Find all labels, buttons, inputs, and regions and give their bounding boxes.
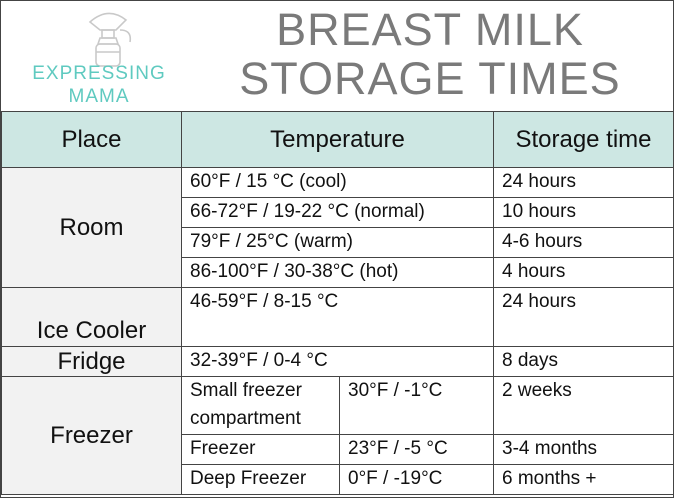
temperature-cell: 66-72°F / 19-22 °C (normal) (181, 197, 494, 228)
storage-time-cell: 4-6 hours (493, 227, 674, 258)
place-freezer: Freezer (1, 376, 182, 495)
freezer-type-cell: Small freezer compartment (181, 376, 340, 435)
table-row: Deep Freezer 0°F / -19°C 6 months + (2, 464, 674, 495)
table-row: 66-72°F / 19-22 °C (normal) 10 hours (2, 197, 674, 228)
header-temperature: Temperature (181, 111, 494, 168)
table-row: Room 60°F / 15 °C (cool) 24 hours (1, 167, 674, 288)
storage-table: Place Temperature Storage time Room 60°F… (1, 111, 674, 495)
storage-time-cell: 10 hours (493, 197, 674, 228)
temperature-cell: 0°F / -19°C (339, 464, 494, 495)
temperature-cell: 79°F / 25°C (warm) (181, 227, 494, 258)
breast-pump-icon (88, 12, 132, 67)
freezer-type-cell: Deep Freezer (181, 464, 340, 495)
place-room: Room (1, 167, 182, 288)
table-row: 79°F / 25°C (warm) 4-6 hours (2, 227, 674, 258)
storage-time-cell: 24 hours (493, 287, 674, 347)
table-row: Fridge 32-39°F / 0-4 °C 8 days (1, 346, 674, 377)
header-storage-time: Storage time (493, 111, 674, 168)
logo-text-line1: EXPRESSING (32, 63, 166, 84)
page-title-line2: STORAGE TIMES (239, 53, 621, 104)
table-row: Freezer 23°F / -5 °C 3-4 months (2, 434, 674, 465)
temperature-cell: 86-100°F / 30-38°C (hot) (181, 257, 494, 288)
freezer-type-cell: Freezer (181, 434, 340, 465)
place-ice-cooler: Ice Cooler (1, 287, 182, 347)
page-header: EXPRESSING MAMA BREAST MILK STORAGE TIME… (0, 0, 674, 111)
page-title-line1: BREAST MILK (276, 4, 584, 55)
place-fridge: Fridge (1, 346, 182, 377)
logo-text-line2: MAMA (68, 86, 130, 107)
temperature-cell: 30°F / -1°C (339, 376, 494, 435)
storage-time-cell: 24 hours (493, 167, 674, 198)
